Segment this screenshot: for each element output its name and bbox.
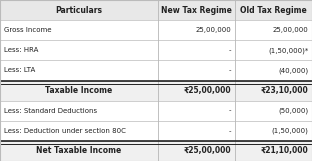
Bar [0,20,158,40]
Text: 25,00,000: 25,00,000 [272,27,308,33]
Text: (40,000): (40,000) [278,67,308,74]
Bar [0,0,158,20]
Text: Net Taxable Income: Net Taxable Income [36,147,121,155]
Text: Less: HRA: Less: HRA [4,47,38,53]
Bar [158,101,235,121]
Text: -: - [229,67,231,73]
Text: Gross Income: Gross Income [4,27,51,33]
Bar [158,141,235,161]
Text: -: - [229,128,231,134]
Bar [158,40,235,60]
Text: (1,50,000): (1,50,000) [271,128,308,134]
Text: 25,00,000: 25,00,000 [195,27,231,33]
Text: Particulars: Particulars [55,6,102,14]
Text: Less: Deduction under section 80C: Less: Deduction under section 80C [4,128,126,134]
Bar [235,0,312,20]
Text: ₹23,10,000: ₹23,10,000 [261,86,308,95]
Text: ₹25,00,000: ₹25,00,000 [183,147,231,155]
Bar [235,60,312,80]
Bar [235,20,312,40]
Text: New Tax Regime: New Tax Regime [161,6,232,14]
Bar [235,40,312,60]
Bar [235,141,312,161]
Bar [0,40,158,60]
Text: -: - [229,47,231,53]
Bar [0,60,158,80]
Text: (50,000): (50,000) [278,107,308,114]
Bar [0,141,158,161]
Bar [0,121,158,141]
Bar [158,121,235,141]
Text: -: - [229,108,231,114]
Bar [235,101,312,121]
Text: (1,50,000)*: (1,50,000)* [268,47,308,54]
Bar [0,101,158,121]
Text: Taxable Income: Taxable Income [45,86,112,95]
Bar [158,60,235,80]
Bar [158,0,235,20]
Text: ₹21,10,000: ₹21,10,000 [261,147,308,155]
Text: Old Tax Regime: Old Tax Regime [240,6,307,14]
Bar [158,80,235,101]
Text: ₹25,00,000: ₹25,00,000 [183,86,231,95]
Text: Less: LTA: Less: LTA [4,67,35,73]
Bar [0,80,158,101]
Text: Less: Standard Deductions: Less: Standard Deductions [4,108,97,114]
Bar [158,20,235,40]
Bar [235,121,312,141]
Bar [235,80,312,101]
